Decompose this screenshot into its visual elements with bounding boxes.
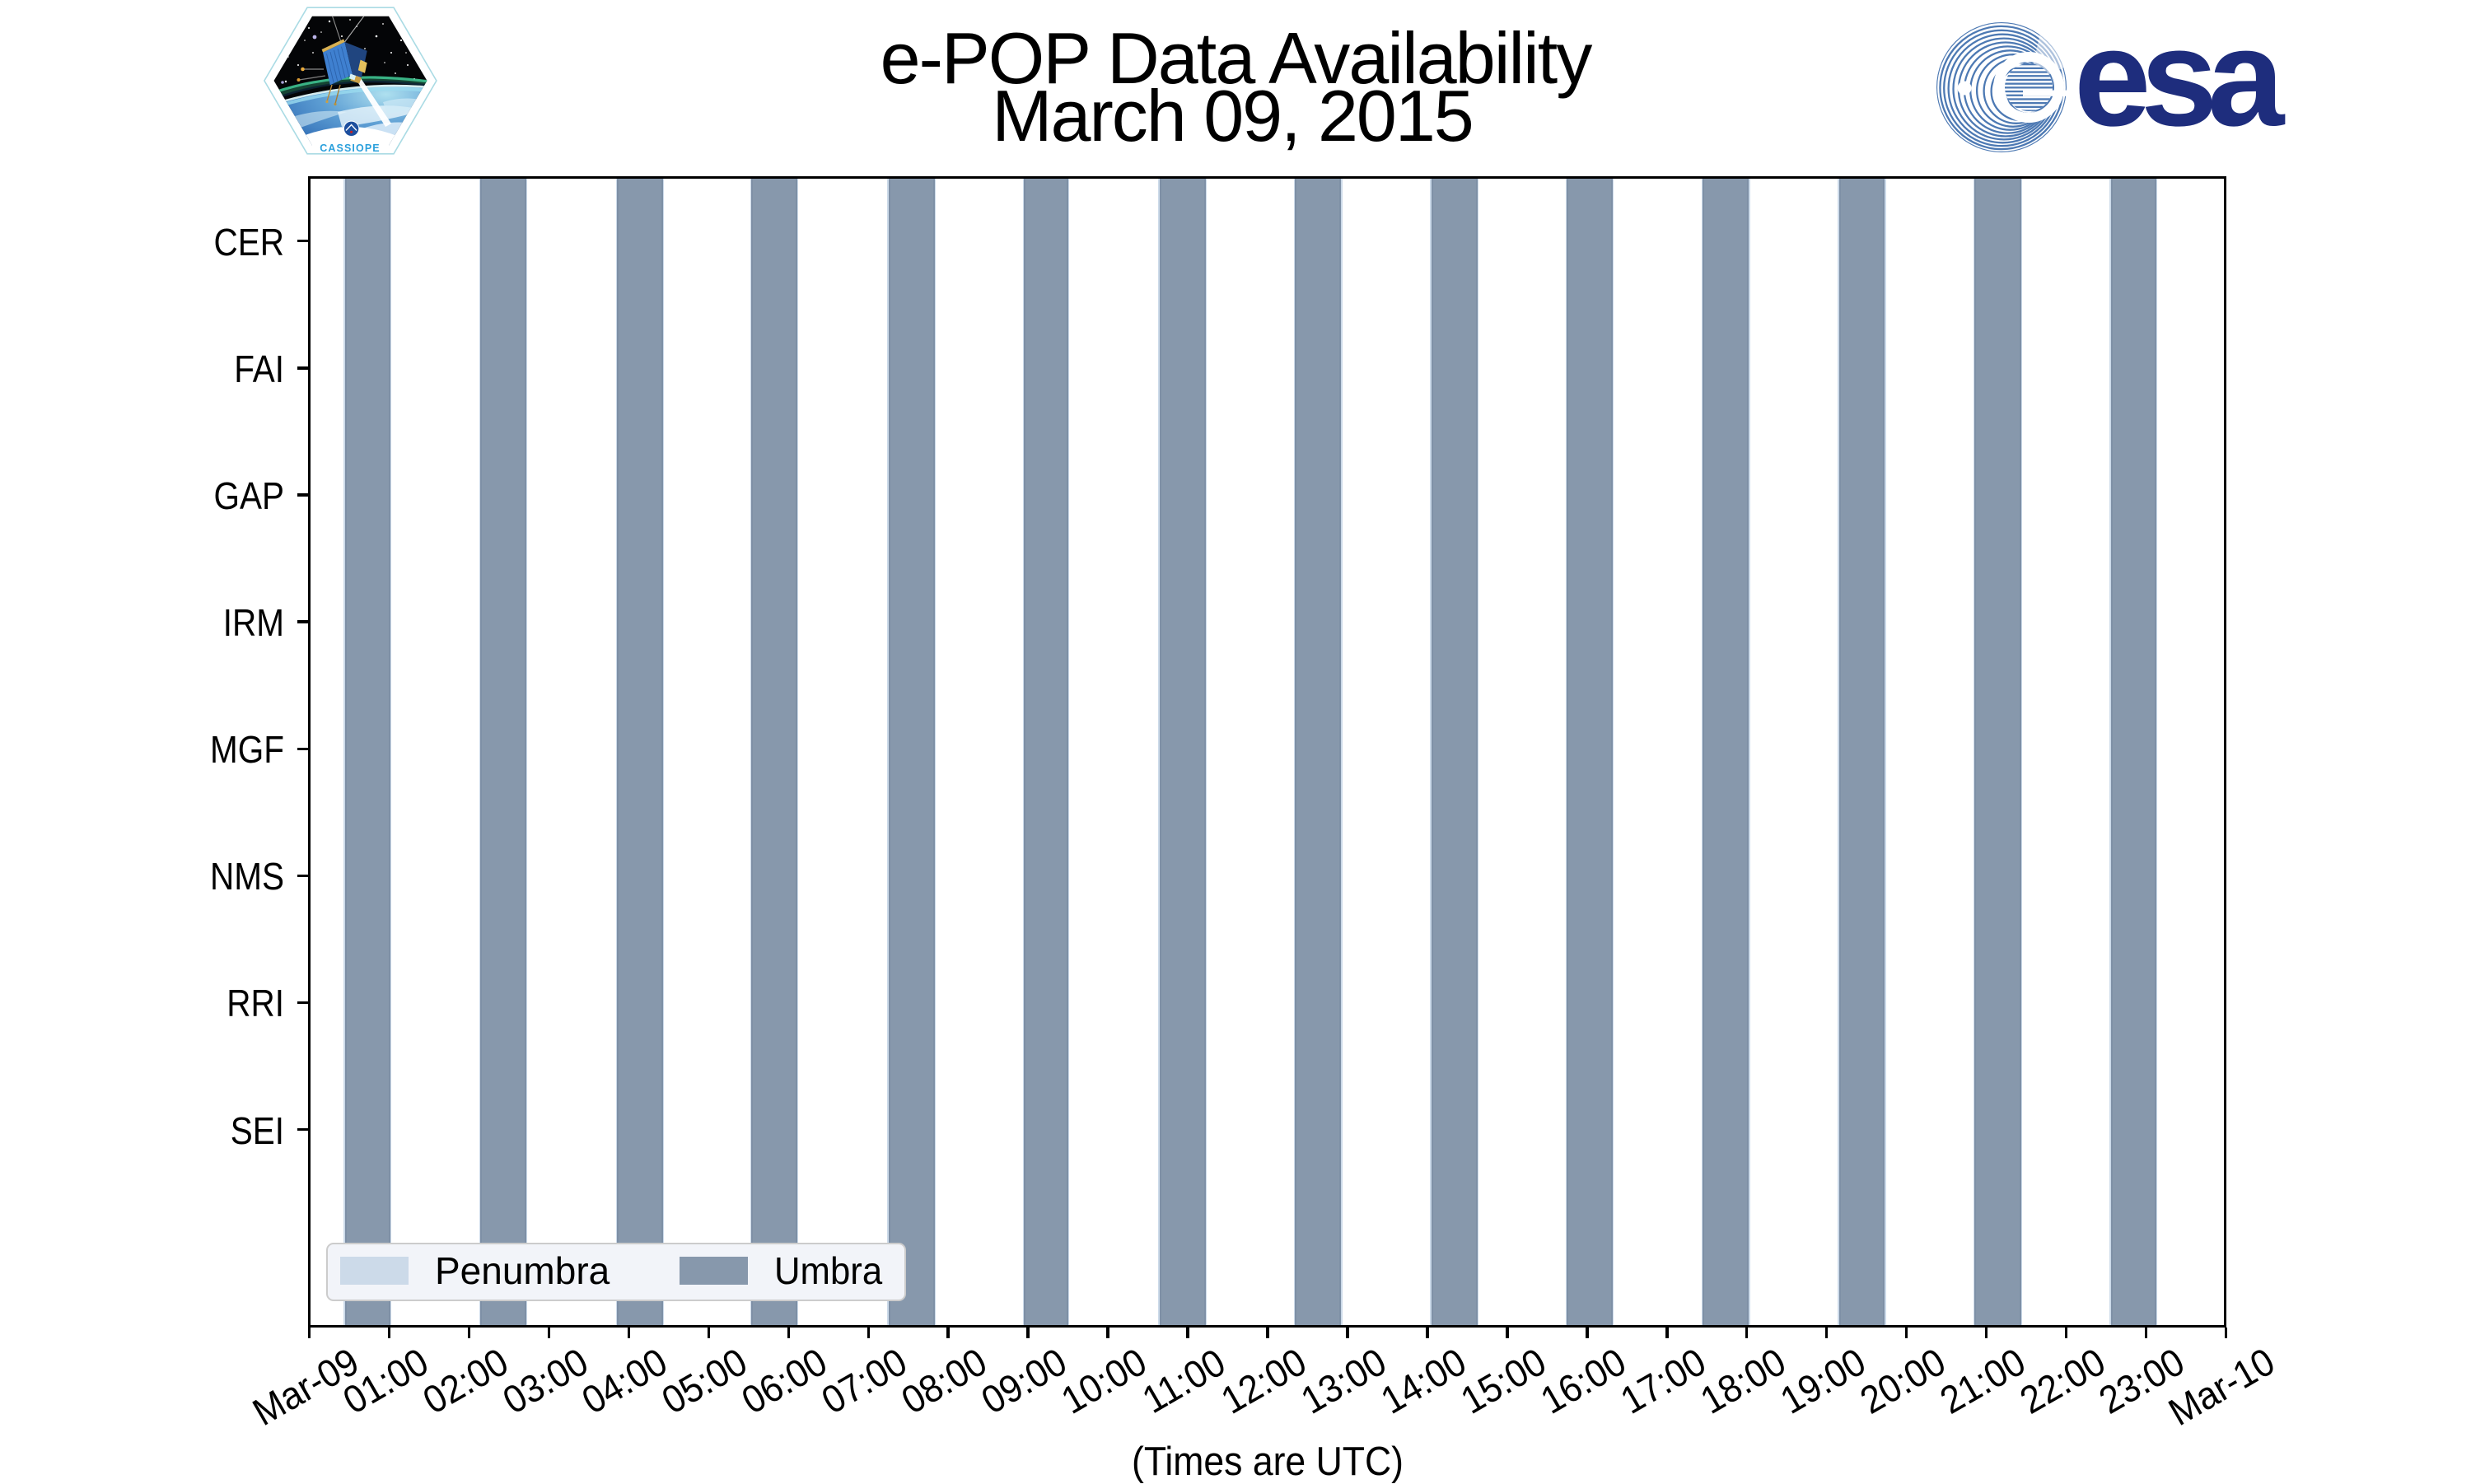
svg-text:esa: esa (2074, 8, 2286, 155)
svg-text:CASSIOPE: CASSIOPE (320, 142, 380, 154)
